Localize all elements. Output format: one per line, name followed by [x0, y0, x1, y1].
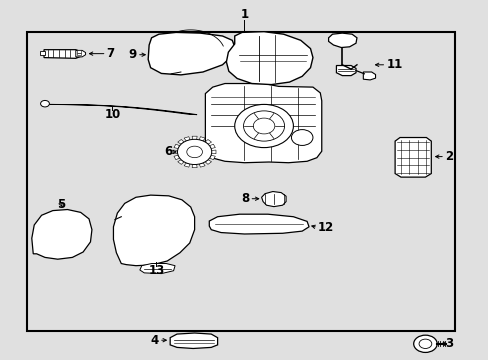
- Polygon shape: [199, 163, 204, 167]
- Bar: [27, 32, 454, 331]
- Circle shape: [186, 146, 202, 158]
- Text: 9: 9: [128, 48, 137, 61]
- Text: 4: 4: [150, 334, 159, 347]
- Circle shape: [253, 118, 274, 134]
- Polygon shape: [173, 150, 177, 154]
- Polygon shape: [199, 137, 204, 141]
- Text: 11: 11: [386, 58, 402, 71]
- Polygon shape: [205, 84, 321, 163]
- Polygon shape: [140, 264, 175, 274]
- Polygon shape: [184, 163, 189, 167]
- Circle shape: [234, 104, 293, 148]
- Polygon shape: [211, 150, 216, 154]
- Bar: [77, 53, 81, 55]
- Polygon shape: [113, 195, 194, 266]
- Polygon shape: [177, 139, 183, 144]
- Circle shape: [418, 339, 431, 348]
- Polygon shape: [76, 50, 85, 57]
- Polygon shape: [394, 138, 430, 177]
- Bar: [77, 50, 81, 53]
- Circle shape: [177, 139, 211, 165]
- Polygon shape: [148, 32, 234, 75]
- Text: 5: 5: [57, 198, 65, 211]
- Polygon shape: [328, 33, 356, 48]
- Polygon shape: [336, 66, 355, 76]
- Text: 13: 13: [148, 264, 164, 277]
- Text: 8: 8: [241, 192, 249, 205]
- Text: 1: 1: [240, 8, 248, 21]
- Text: 3: 3: [444, 337, 452, 350]
- Circle shape: [413, 335, 436, 352]
- Polygon shape: [363, 72, 375, 80]
- Polygon shape: [40, 51, 45, 55]
- Polygon shape: [44, 50, 82, 58]
- Polygon shape: [184, 137, 189, 141]
- Polygon shape: [209, 214, 308, 234]
- Polygon shape: [209, 156, 215, 159]
- Polygon shape: [205, 160, 211, 165]
- Polygon shape: [32, 210, 92, 259]
- Polygon shape: [261, 192, 285, 207]
- Polygon shape: [174, 156, 179, 159]
- Circle shape: [291, 130, 312, 145]
- Polygon shape: [42, 104, 197, 114]
- Text: 10: 10: [104, 108, 121, 121]
- Circle shape: [243, 111, 284, 141]
- Polygon shape: [174, 144, 179, 148]
- Polygon shape: [205, 139, 211, 144]
- Text: 2: 2: [444, 150, 452, 163]
- Circle shape: [41, 100, 49, 107]
- Text: 6: 6: [163, 145, 172, 158]
- Text: 7: 7: [106, 47, 115, 60]
- Polygon shape: [170, 333, 217, 348]
- Text: 12: 12: [317, 221, 333, 234]
- Polygon shape: [192, 136, 197, 139]
- Polygon shape: [177, 160, 183, 165]
- Polygon shape: [226, 32, 312, 85]
- Polygon shape: [209, 144, 215, 148]
- Polygon shape: [192, 165, 197, 168]
